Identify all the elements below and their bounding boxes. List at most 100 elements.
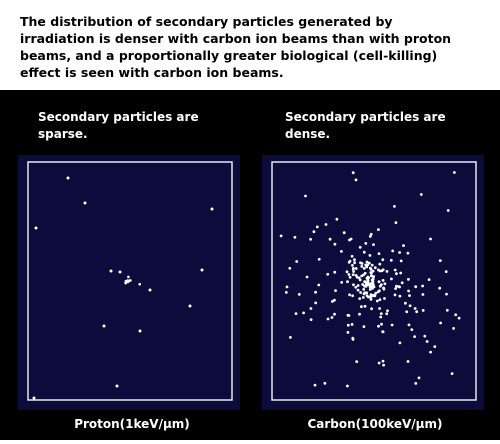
particle xyxy=(315,225,319,229)
particle xyxy=(309,307,313,310)
particle xyxy=(383,282,387,286)
particle xyxy=(427,278,431,281)
particle xyxy=(377,268,380,272)
particle xyxy=(400,281,404,285)
particle xyxy=(346,384,349,388)
particle xyxy=(346,280,349,284)
particle xyxy=(330,316,334,319)
particle xyxy=(395,284,398,288)
particle xyxy=(356,284,360,287)
particle xyxy=(352,283,355,287)
particle xyxy=(333,298,336,302)
particle xyxy=(346,313,350,317)
particle xyxy=(317,283,321,287)
header-line: irradiation is denser with carbon ion be… xyxy=(20,31,451,46)
particle xyxy=(423,334,427,338)
particle xyxy=(342,231,346,235)
particle xyxy=(102,324,106,328)
particle xyxy=(347,273,351,276)
particle xyxy=(305,275,309,279)
particle xyxy=(393,293,397,297)
particle xyxy=(363,304,367,308)
particle xyxy=(377,324,380,328)
particle xyxy=(360,274,364,278)
particle xyxy=(353,258,356,262)
particle xyxy=(347,260,351,264)
particle xyxy=(295,260,299,263)
particle xyxy=(346,323,350,327)
panel-caption: dense. xyxy=(285,127,330,141)
particle xyxy=(407,278,410,281)
panel-label: Carbon(100keV/μm) xyxy=(307,417,442,431)
header-background xyxy=(0,0,500,90)
particle xyxy=(390,277,393,281)
particle xyxy=(350,254,354,258)
particle xyxy=(334,289,337,292)
particle xyxy=(345,270,349,274)
particle xyxy=(389,258,393,262)
header-line: The distribution of secondary particles … xyxy=(20,14,393,29)
particle xyxy=(312,230,316,234)
particle xyxy=(309,318,313,321)
particle xyxy=(378,284,382,288)
particle xyxy=(365,291,369,295)
particle xyxy=(351,268,355,271)
particle xyxy=(378,298,382,301)
particle xyxy=(115,384,119,388)
particle xyxy=(314,301,318,305)
particle xyxy=(351,273,355,276)
particle xyxy=(381,279,385,282)
particle xyxy=(363,280,366,283)
particle xyxy=(407,323,411,327)
particle xyxy=(406,360,410,363)
particle xyxy=(376,290,380,294)
particle xyxy=(364,284,368,287)
particle xyxy=(284,291,288,294)
particle xyxy=(454,313,458,317)
particle xyxy=(326,317,330,321)
particle xyxy=(414,285,418,289)
panel-frame xyxy=(27,161,233,401)
particle xyxy=(302,311,305,315)
particle xyxy=(323,381,327,385)
particle xyxy=(66,176,70,180)
particle xyxy=(398,251,401,254)
particle xyxy=(429,350,432,354)
particle xyxy=(366,279,370,282)
particle xyxy=(453,171,456,174)
particle xyxy=(402,244,405,248)
particle xyxy=(314,290,317,294)
particle xyxy=(188,304,192,308)
particle xyxy=(358,245,362,249)
particle xyxy=(358,297,362,300)
particle xyxy=(333,312,336,316)
particle xyxy=(367,261,371,265)
particle xyxy=(362,267,366,270)
particle xyxy=(399,259,403,263)
particle xyxy=(404,301,407,305)
particle xyxy=(394,221,398,225)
particle xyxy=(328,237,332,241)
particle xyxy=(354,267,358,270)
particle xyxy=(444,270,448,273)
particle xyxy=(452,327,455,330)
particle xyxy=(365,281,369,285)
particle xyxy=(350,323,354,326)
particle xyxy=(352,270,355,273)
particle xyxy=(354,285,358,289)
particle xyxy=(414,382,418,385)
particle xyxy=(368,235,372,238)
particle xyxy=(361,296,365,299)
particle xyxy=(371,287,374,290)
particle xyxy=(446,209,450,212)
particle xyxy=(429,237,432,241)
particle xyxy=(351,338,355,341)
particle xyxy=(361,283,365,286)
particle xyxy=(393,205,396,208)
particle xyxy=(372,275,376,278)
particle xyxy=(333,270,337,274)
particle xyxy=(293,235,297,239)
particle xyxy=(438,259,442,262)
particle xyxy=(362,292,366,296)
particle xyxy=(408,294,411,297)
